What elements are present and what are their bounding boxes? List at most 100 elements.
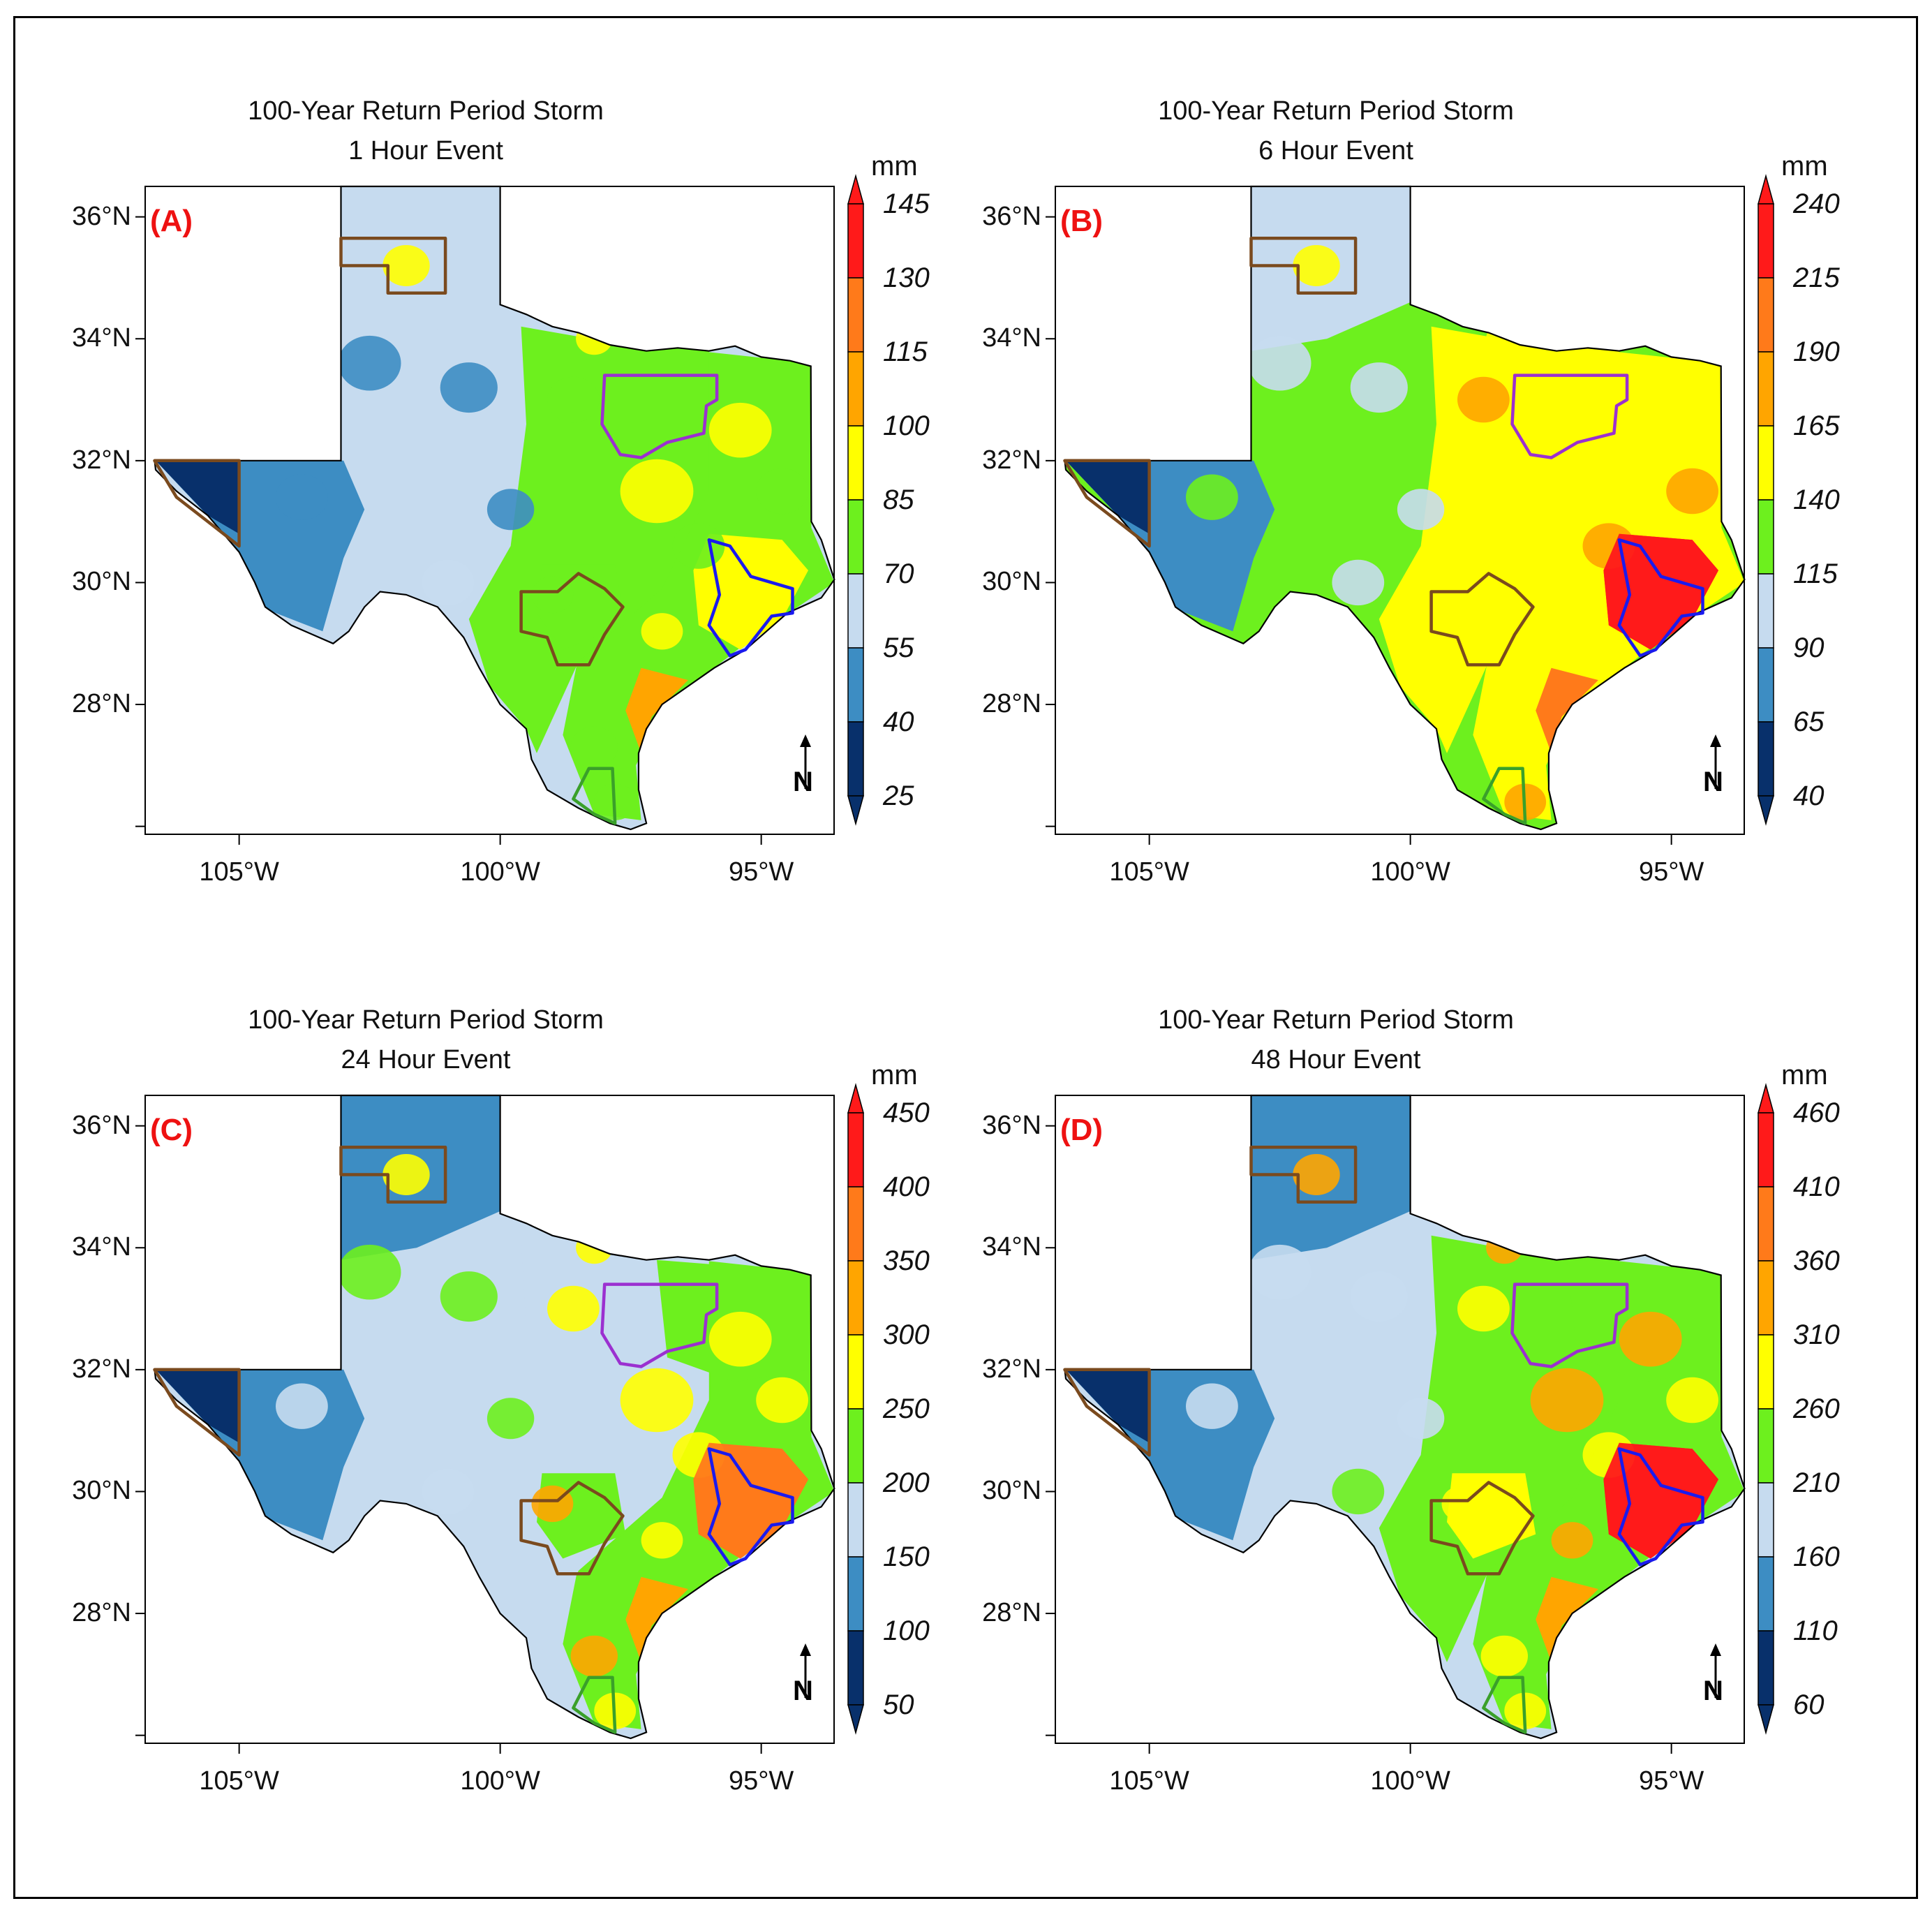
colorbar-swatch [1758,1186,1774,1262]
lon-label: 95°W [1638,857,1704,887]
region-valley [1482,1676,1527,1734]
field-patch [1666,1377,1718,1424]
lon-label: 100°W [460,1766,540,1796]
field-patch [338,1244,401,1300]
colorbar-swatch [1758,1260,1774,1336]
colorbar-label: 165 [1793,411,1840,441]
colorbar-min-arrow [1758,795,1774,826]
panel-subtitle: 6 Hour Event [1258,136,1413,165]
lat-label: 28°N [982,1598,1041,1628]
north-label: N [793,767,813,797]
colorbar-swatch [1758,1334,1774,1410]
region-dfw [1510,374,1629,459]
colorbar-label: 40 [883,707,914,737]
region-valley [572,767,617,825]
region-sa [519,572,625,667]
panel-label: (D) [1060,1113,1104,1147]
field-patch [641,1522,683,1559]
field-zone-central [468,326,709,753]
colorbar-swatch [847,721,864,797]
field-patch [620,459,694,524]
colorbar-units: mm [871,151,918,182]
field-patch [1248,1244,1311,1300]
panel-a: 100-Year Return Period Storm 1 Hour Event… [7,21,935,887]
colorbar-max-arrow [847,1083,864,1114]
field-patch [382,245,430,286]
field-patch [1551,1522,1593,1559]
panel-subtitle: 24 Hour Event [341,1045,511,1074]
north-arrow-head [1710,734,1721,747]
colorbar-swatch [1758,1112,1774,1188]
colorbar-label: 150 [883,1541,930,1572]
panel-label: (A) [150,204,193,238]
colorbar-label: 115 [883,337,928,367]
lat-label: 28°N [72,1598,131,1628]
field-patch [1332,559,1385,606]
colorbar-swatch [1758,425,1774,501]
field-patch [1457,1285,1510,1332]
panel-title: 100-Year Return Period Storm [248,1005,604,1035]
colorbar-swatch [1758,647,1774,723]
colorbar-min-arrow [847,795,864,826]
panel-subtitle: 48 Hour Event [1251,1045,1421,1074]
colorbar-swatch [847,425,864,501]
field-patch [756,1377,808,1424]
field-patch [672,523,725,569]
lon-label: 105°W [199,1766,279,1796]
field-zone-hotCoast [1536,1576,1598,1662]
colorbar-label: 410 [1793,1171,1840,1202]
field-zone-hotCoast [625,667,688,753]
lat-label: 28°N [982,689,1041,719]
map-svg [1046,1083,1774,1754]
colorbar-swatch [847,573,864,649]
field-zone-central [1379,1235,1619,1662]
colorbar-label: 300 [883,1319,930,1350]
colorbar-swatch [847,351,864,427]
field-patch [1293,245,1340,286]
field-patch [1397,1398,1445,1440]
colorbar-label: 85 [883,485,914,515]
region-panhandle [339,236,447,295]
panel-title: 100-Year Return Period Storm [1158,96,1514,126]
colorbar-swatch [847,1186,864,1262]
field-zone-farWest [156,460,239,534]
field-patch [486,1398,535,1440]
panel-b: 100-Year Return Period Storm 6 Hour Event… [917,21,1845,887]
field-patch [486,489,535,531]
field-patch [620,1368,694,1433]
colorbar-label: 40 [1793,781,1825,811]
colorbar-label: 100 [883,1615,930,1646]
field-patch [440,1271,498,1322]
lon-label: 105°W [1109,1766,1189,1796]
lat-label: 32°N [72,1354,131,1384]
lat-label: 34°N [982,323,1041,353]
region-dfw [1510,1282,1629,1368]
colorbar-label: 65 [1793,707,1825,737]
colorbar-label: 130 [883,263,930,293]
field-patch [570,1635,618,1677]
field-patch [276,474,328,520]
colorbar-swatch [1758,573,1774,649]
lat-label: 36°N [982,201,1041,231]
field-zone-farWest [1066,1369,1150,1443]
field-zone-farWest [156,1369,239,1443]
colorbar-swatch [847,1112,864,1188]
colorbar-label: 460 [1793,1097,1840,1128]
colorbar-label: 140 [1793,485,1840,515]
colorbar-swatch [847,1482,864,1558]
colorbar-swatch [1758,1482,1774,1558]
precip-field [154,1095,835,1738]
lon-label: 100°W [460,857,540,887]
field-patch [1457,376,1510,423]
colorbar-label: 115 [1793,559,1838,589]
region-valley [1482,767,1527,825]
colorbar-label: 250 [883,1393,930,1424]
field-patch [1530,1368,1604,1433]
colorbar-label: 215 [1793,263,1840,293]
field-zone-farWest [1066,460,1150,534]
colorbar-label: 360 [1793,1245,1840,1276]
panel-label: (B) [1060,204,1104,238]
colorbar-swatch [847,1556,864,1632]
region-houston [1617,538,1704,658]
lat-label: 34°N [72,1232,131,1262]
